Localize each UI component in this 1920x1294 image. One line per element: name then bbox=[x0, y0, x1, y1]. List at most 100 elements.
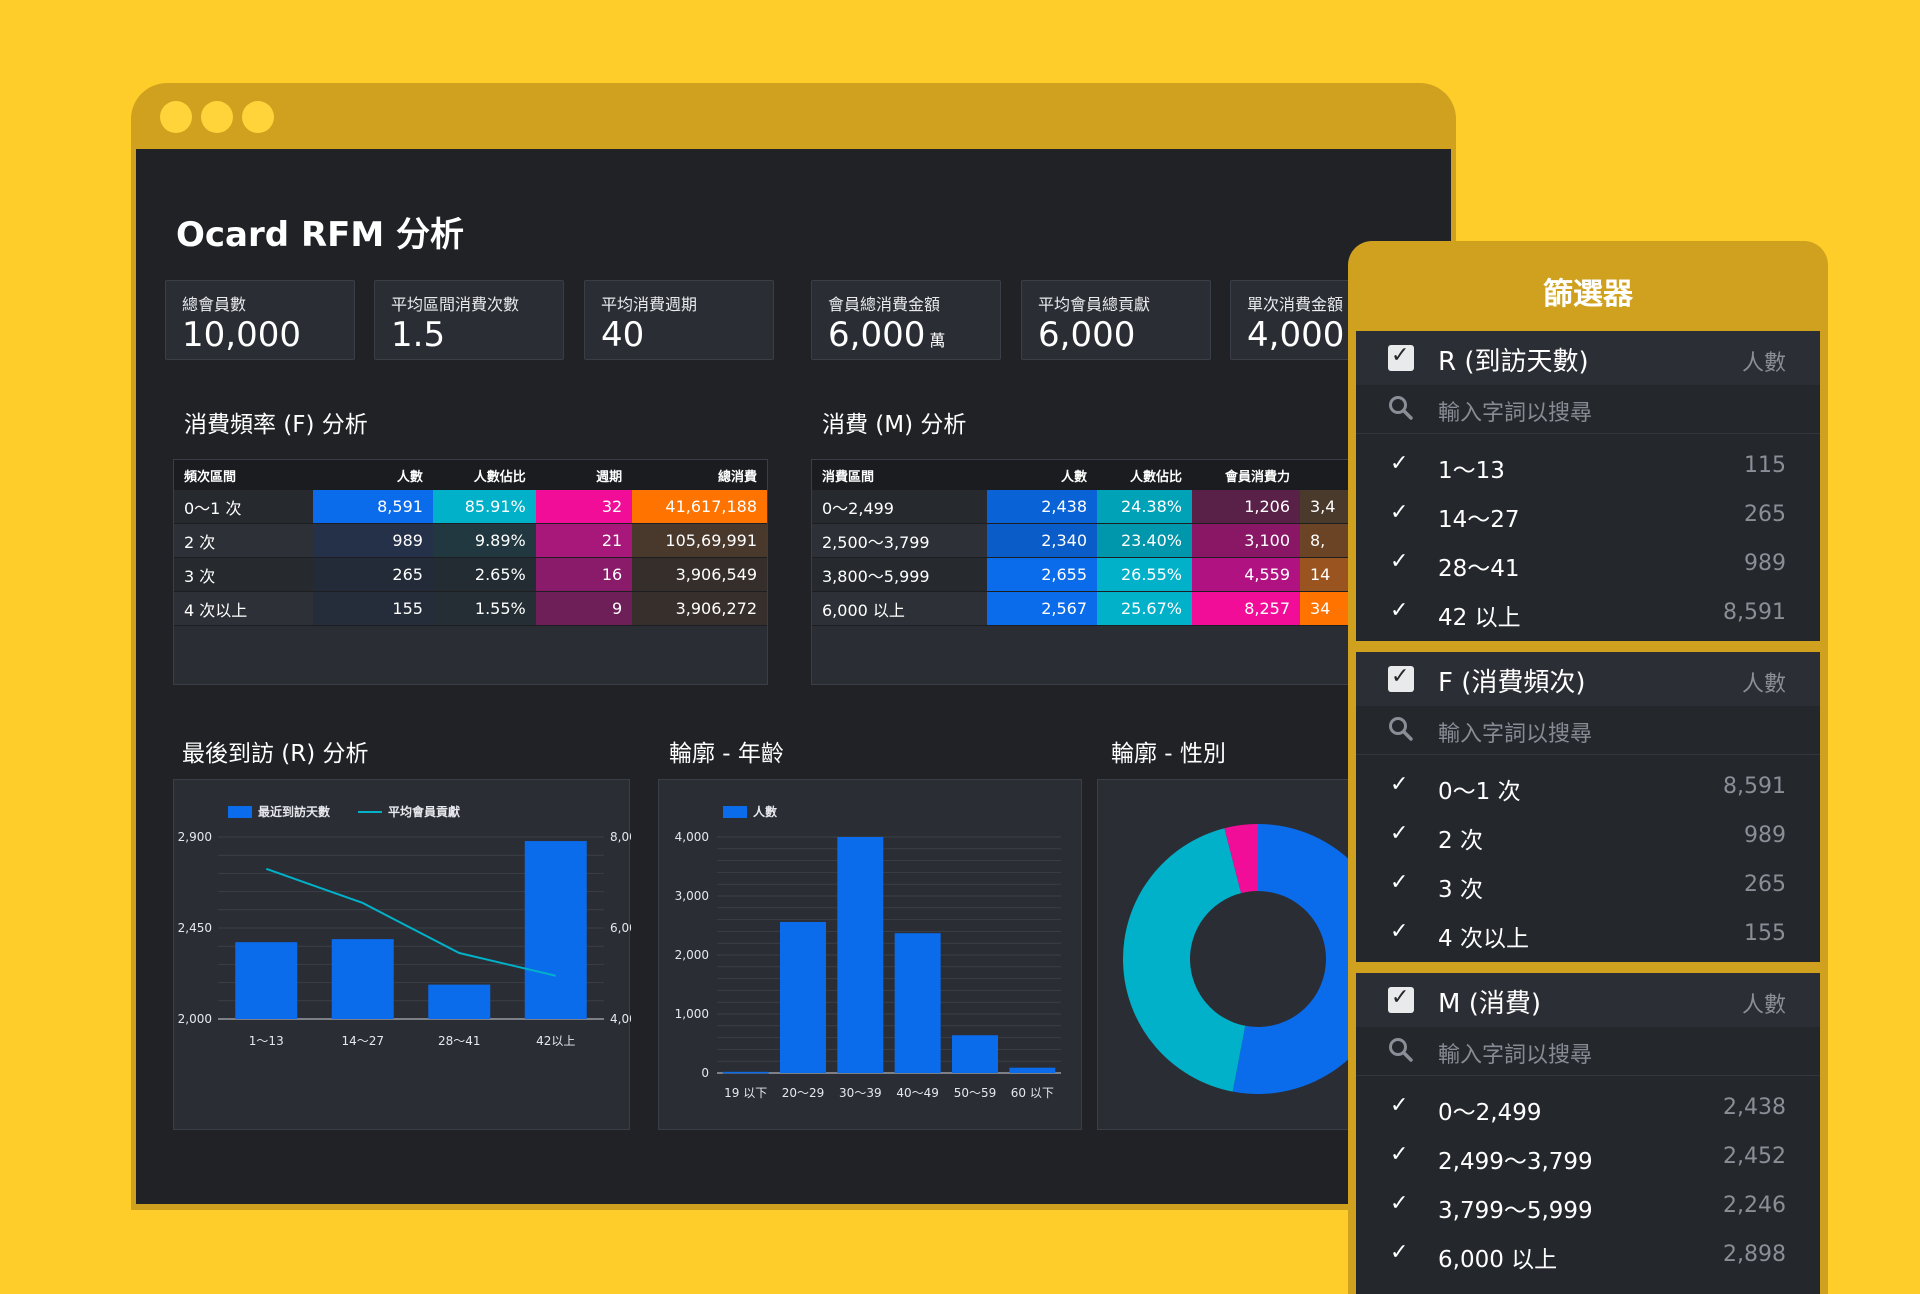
filter-group-recency: ✓ R (到訪天數) 人數 輸入字詞以搜尋 ✓ 1〜13 115 ✓ 14〜27 265… bbox=[1356, 331, 1820, 641]
option-label: 14〜27 bbox=[1438, 507, 1520, 533]
pie-slice bbox=[1123, 828, 1246, 1092]
option-label: 6,000 以上 bbox=[1438, 1247, 1558, 1273]
check-icon: ✓ bbox=[1390, 1142, 1409, 1167]
freq-table: 頻次區間 人數 人數佔比 週期 總消費 0〜1 次 8,591 85.91% 3… bbox=[173, 459, 768, 685]
x-tick-label: 50〜59 bbox=[954, 1086, 997, 1100]
bar bbox=[524, 841, 587, 1019]
x-tick-label: 14〜27 bbox=[341, 1034, 384, 1048]
filter-option[interactable]: ✓ 3,799〜5,999 2,246 bbox=[1356, 1183, 1820, 1231]
x-tick-label: 19 以下 bbox=[724, 1086, 767, 1100]
series-line bbox=[265, 867, 556, 977]
x-tick-label: 1〜13 bbox=[249, 1034, 284, 1048]
window-dot-icon bbox=[242, 101, 274, 133]
filter-count-label: 人數 bbox=[1741, 993, 1786, 1018]
option-label: 3,799〜5,999 bbox=[1438, 1198, 1593, 1224]
x-tick-label: 60 以下 bbox=[1011, 1086, 1054, 1100]
table-cell: 24.38% bbox=[1097, 490, 1192, 524]
legend-label: 人數 bbox=[753, 804, 777, 819]
filter-group-header: ✓ F (消費頻次) 人數 bbox=[1356, 652, 1820, 706]
search-input[interactable]: 輸入字詞以搜尋 bbox=[1438, 401, 1593, 426]
search-row: 輸入字詞以搜尋 bbox=[1356, 385, 1820, 434]
table-cell: 1,206 bbox=[1192, 490, 1300, 524]
filter-group-frequency: ✓ F (消費頻次) 人數 輸入字詞以搜尋 ✓ 0〜1 次 8,591 ✓ 2 次 98… bbox=[1356, 652, 1820, 962]
column-header: 頻次區間 bbox=[174, 460, 314, 490]
option-count: 2,438 bbox=[1723, 1095, 1786, 1120]
option-count: 265 bbox=[1744, 872, 1786, 897]
column-header: 總消費 bbox=[632, 460, 767, 490]
filter-option[interactable]: ✓ 28〜41 989 bbox=[1356, 541, 1820, 589]
age-chart-card: 0 1,000 2,000 3,000 4,000 19 以下 20〜29 30〜39 40〜4… bbox=[658, 779, 1082, 1130]
filter-group-name: F (消費頻次) bbox=[1438, 668, 1586, 698]
filter-option[interactable]: ✓ 4 次以上 155 bbox=[1356, 911, 1820, 959]
kpi-label: 會員總消費金額 bbox=[828, 295, 941, 314]
pie-slice bbox=[1224, 824, 1258, 894]
bar bbox=[331, 939, 394, 1019]
option-label: 28〜41 bbox=[1438, 556, 1520, 582]
y-tick-label: 2,450 bbox=[178, 921, 212, 935]
x-tick-label: 30〜39 bbox=[839, 1086, 882, 1100]
search-input[interactable]: 輸入字詞以搜尋 bbox=[1438, 1043, 1593, 1068]
kpi-unit: 萬 bbox=[929, 331, 946, 350]
bar bbox=[780, 921, 826, 1073]
option-label: 0〜1 次 bbox=[1438, 779, 1521, 805]
freq-section-title: 消費頻率 (F) 分析 bbox=[184, 412, 368, 438]
select-all-checkbox[interactable]: ✓ bbox=[1388, 343, 1414, 371]
table-cell: 9.89% bbox=[432, 523, 536, 558]
table-cell: 32 bbox=[535, 490, 633, 524]
check-icon: ✓ bbox=[1390, 598, 1409, 623]
option-count: 2,898 bbox=[1723, 1242, 1786, 1267]
filter-option[interactable]: ✓ 14〜27 265 bbox=[1356, 492, 1820, 540]
y-tick-label: 3,000 bbox=[675, 889, 709, 903]
kpi-value: 4,000 bbox=[1247, 315, 1345, 355]
table-cell: 26.55% bbox=[1097, 557, 1192, 592]
bar bbox=[894, 933, 941, 1073]
table-cell: 21 bbox=[535, 523, 633, 558]
filter-option[interactable]: ✓ 2,499〜3,799 2,452 bbox=[1356, 1134, 1820, 1182]
table-row: 4 次以上 155 1.55% 9 3,906,272 bbox=[174, 591, 767, 626]
filter-group-header: ✓ M (消費) 人數 bbox=[1356, 973, 1820, 1027]
filter-option[interactable]: ✓ 6,000 以上 2,898 bbox=[1356, 1232, 1820, 1280]
y-tick-label: 2,000 bbox=[178, 1012, 212, 1026]
search-icon bbox=[1389, 396, 1413, 420]
search-input[interactable]: 輸入字詞以搜尋 bbox=[1438, 722, 1593, 747]
table-cell: 105,69,991 bbox=[632, 523, 767, 558]
table-cell: 23.40% bbox=[1097, 523, 1192, 558]
table-cell: 3,906,272 bbox=[632, 591, 767, 626]
kpi-label: 單次消費金額 bbox=[1247, 295, 1344, 314]
kpi-value: 40 bbox=[601, 315, 645, 355]
select-all-checkbox[interactable]: ✓ bbox=[1388, 664, 1414, 692]
legend-swatch bbox=[723, 806, 747, 818]
check-icon: ✓ bbox=[1390, 549, 1409, 574]
kpi-card-avg-frequency: 平均區間消費次數 1.5 bbox=[374, 280, 564, 360]
option-label: 2 次 bbox=[1438, 828, 1483, 854]
search-row: 輸入字詞以搜尋 bbox=[1356, 706, 1820, 755]
select-all-checkbox[interactable]: ✓ bbox=[1388, 985, 1414, 1013]
legend-swatch bbox=[228, 806, 252, 818]
table-row: 2 次 989 9.89% 21 105,69,991 bbox=[174, 523, 767, 558]
filter-option[interactable]: ✓ 0〜1 次 8,591 bbox=[1356, 764, 1820, 812]
x-tick-label: 20〜29 bbox=[782, 1086, 825, 1100]
table-cell: 2,438 bbox=[987, 490, 1097, 524]
option-count: 155 bbox=[1744, 921, 1786, 946]
table-cell: 3,800〜5,999 bbox=[812, 557, 987, 592]
filter-panel: 篩選器 ✓ R (到訪天數) 人數 輸入字詞以搜尋 ✓ 1〜13 115 ✓ 14〜2… bbox=[1348, 241, 1828, 1294]
table-cell: 989 bbox=[313, 523, 433, 558]
check-icon: ✓ bbox=[1390, 500, 1409, 525]
filter-option[interactable]: ✓ 2 次 989 bbox=[1356, 813, 1820, 861]
check-icon: ✓ bbox=[1390, 451, 1409, 476]
filter-option[interactable]: ✓ 1〜13 115 bbox=[1356, 443, 1820, 491]
filter-group-name: R (到訪天數) bbox=[1438, 347, 1589, 377]
kpi-card-avg-cycle: 平均消費週期 40 bbox=[584, 280, 774, 360]
filter-count-label: 人數 bbox=[1741, 351, 1786, 376]
filter-option[interactable]: ✓ 0〜2,499 2,438 bbox=[1356, 1085, 1820, 1133]
recency-section-title: 最後到訪 (R) 分析 bbox=[182, 741, 369, 767]
filter-option[interactable]: ✓ 42 以上 8,591 bbox=[1356, 590, 1820, 638]
column-header: 消費區間 bbox=[812, 460, 987, 490]
check-icon: ✓ bbox=[1390, 1093, 1409, 1118]
money-section-title: 消費 (M) 分析 bbox=[822, 412, 967, 438]
filter-option[interactable]: ✓ 3 次 265 bbox=[1356, 862, 1820, 910]
table-cell: 85.91% bbox=[432, 490, 536, 524]
table-cell: 4 次以上 bbox=[174, 591, 314, 626]
legend-label: 平均會員貢獻 bbox=[388, 804, 460, 819]
bar bbox=[235, 942, 298, 1019]
